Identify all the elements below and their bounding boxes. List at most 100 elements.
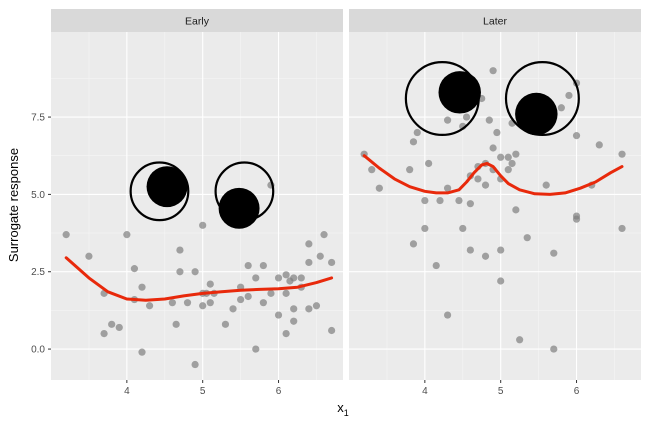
eye-left-pupil xyxy=(146,166,188,208)
eye-left-pupil xyxy=(438,71,481,114)
data-point xyxy=(100,330,108,338)
data-point xyxy=(497,277,505,285)
data-point xyxy=(206,280,214,288)
data-point xyxy=(512,150,520,158)
data-point xyxy=(176,246,184,254)
data-point xyxy=(328,258,336,267)
data-point xyxy=(282,289,290,297)
data-point xyxy=(375,184,383,192)
data-point xyxy=(274,274,283,282)
data-point xyxy=(421,224,429,233)
data-point xyxy=(176,268,184,276)
data-point xyxy=(455,196,463,205)
y-tick-label: 2.5 xyxy=(31,267,45,278)
panel-early: Early 4 5 6 0.0 2.5 5.0 7.5 xyxy=(31,9,343,397)
data-point xyxy=(443,311,452,319)
data-point xyxy=(252,345,260,353)
data-point xyxy=(316,252,324,260)
data-point xyxy=(572,132,581,140)
data-point xyxy=(413,128,421,137)
data-point xyxy=(328,326,336,335)
smooth-line xyxy=(362,154,624,196)
data-point xyxy=(237,295,245,304)
panel-strip xyxy=(349,9,641,32)
data-point xyxy=(115,323,123,332)
data-point xyxy=(312,302,321,310)
x-tick-label: 5 xyxy=(498,386,504,397)
panel-strip xyxy=(51,9,343,32)
data-point xyxy=(474,175,482,183)
data-point xyxy=(497,246,505,254)
data-point xyxy=(259,299,267,307)
data-point xyxy=(282,330,290,338)
data-point xyxy=(523,234,531,242)
data-point xyxy=(305,305,313,313)
panel-background xyxy=(51,32,343,380)
panel-strip-label: Later xyxy=(483,16,507,28)
data-point xyxy=(138,348,146,356)
data-point xyxy=(409,240,418,248)
data-point xyxy=(406,166,414,174)
smooth-line xyxy=(64,256,334,302)
data-point xyxy=(443,116,452,124)
data-point xyxy=(466,246,474,254)
data-point xyxy=(466,200,474,208)
data-point xyxy=(516,336,524,344)
data-point xyxy=(221,320,230,328)
data-point xyxy=(130,265,139,273)
eye-right-pupil xyxy=(515,92,558,136)
data-point xyxy=(409,138,418,146)
data-point xyxy=(85,252,93,260)
data-point xyxy=(595,141,603,149)
data-point xyxy=(62,231,70,239)
data-point xyxy=(244,261,252,270)
data-point xyxy=(462,113,471,121)
eye-right-pupil xyxy=(218,187,260,229)
data-point xyxy=(252,274,260,282)
x-tick-label: 4 xyxy=(124,386,130,397)
data-point xyxy=(618,150,626,158)
data-point xyxy=(504,153,512,161)
data-point xyxy=(320,231,328,239)
data-point xyxy=(259,261,267,270)
x-axis-title-main: x xyxy=(337,400,344,415)
data-point xyxy=(191,360,199,369)
data-point xyxy=(123,231,131,239)
data-point xyxy=(305,240,313,248)
data-point xyxy=(290,317,298,325)
data-point xyxy=(497,153,505,161)
data-point xyxy=(481,181,490,189)
data-point xyxy=(618,224,626,233)
data-point xyxy=(512,206,520,214)
y-tick-label: 7.5 xyxy=(31,113,45,124)
data-point xyxy=(199,221,207,229)
data-point xyxy=(274,311,283,319)
data-point xyxy=(493,128,501,137)
data-point xyxy=(421,196,429,205)
data-point xyxy=(282,271,290,279)
data-point xyxy=(485,116,493,124)
panel-later: Later 4 5 6 xyxy=(349,9,641,397)
data-point xyxy=(572,215,581,223)
data-point xyxy=(508,159,516,168)
data-point xyxy=(244,292,252,301)
data-point xyxy=(550,345,558,353)
data-point xyxy=(542,181,550,189)
x-axis-title: x1 xyxy=(337,400,349,418)
data-point xyxy=(168,299,176,307)
x-tick-label: 6 xyxy=(574,386,580,397)
data-point xyxy=(459,224,467,233)
y-tick-label: 5.0 xyxy=(31,190,45,201)
x-tick-label: 4 xyxy=(422,386,428,397)
x-tick-label: 5 xyxy=(200,386,206,397)
data-point xyxy=(108,320,116,328)
data-point xyxy=(229,305,237,313)
data-point xyxy=(138,283,146,291)
data-point xyxy=(481,252,490,260)
eye-right-outline xyxy=(504,61,580,137)
x-axis-title-subscript: 1 xyxy=(344,408,349,418)
data-point xyxy=(557,104,565,112)
data-point xyxy=(489,144,497,152)
data-point xyxy=(425,159,433,168)
